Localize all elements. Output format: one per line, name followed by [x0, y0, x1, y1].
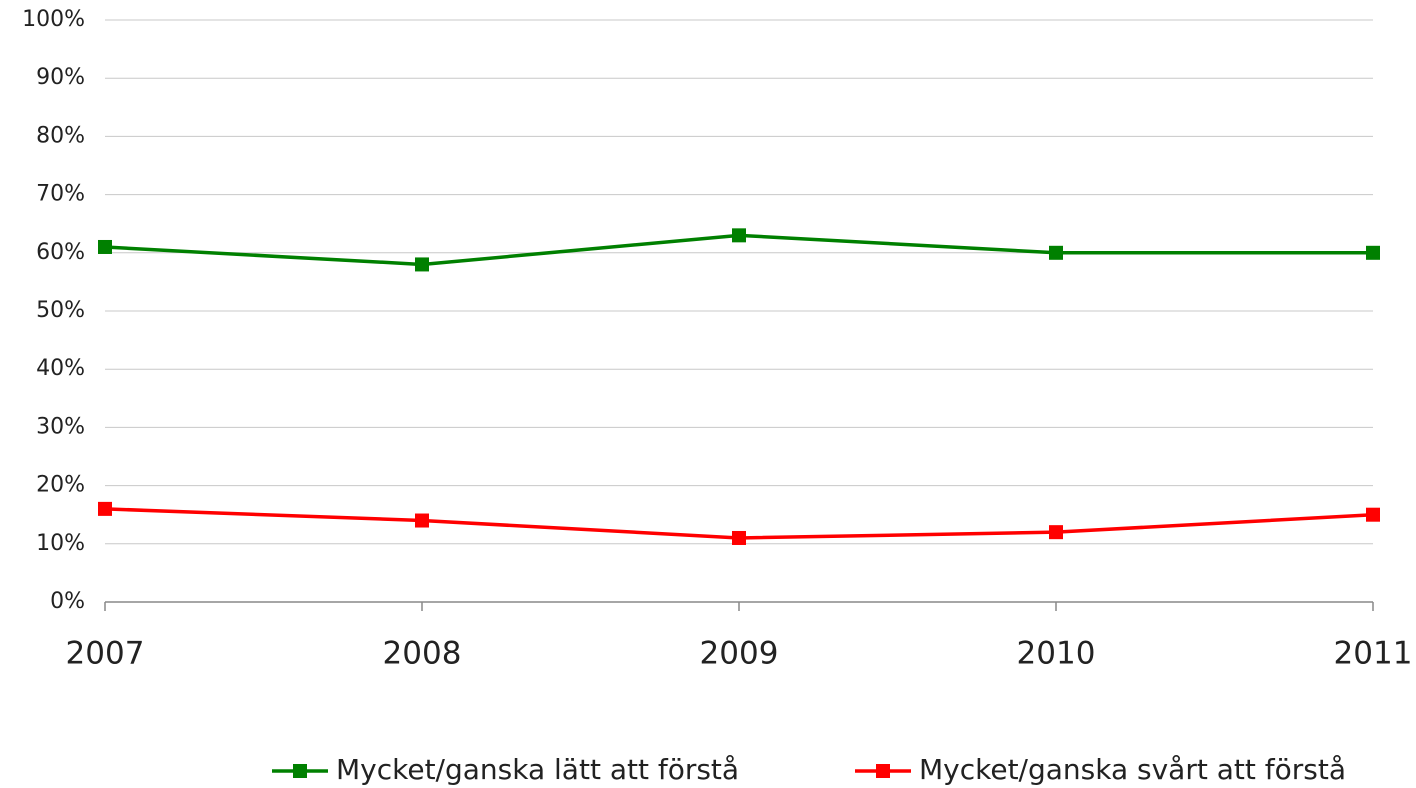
x-tick-label: 2011 [1334, 636, 1413, 672]
marker [98, 239, 112, 254]
x-tick-label: 2010 [1017, 636, 1096, 672]
y-tick-label: 60% [36, 240, 85, 265]
marker [732, 530, 746, 545]
marker [732, 228, 746, 243]
marker [415, 513, 429, 528]
y-tick-label: 10% [36, 531, 85, 556]
y-tick-label: 20% [36, 473, 85, 498]
legend-marker [293, 764, 307, 778]
y-tick-label: 0% [50, 589, 85, 614]
legend-label: Mycket/ganska lätt att förstå [336, 753, 739, 786]
legend-marker [876, 764, 890, 778]
marker [98, 501, 112, 516]
marker [415, 257, 429, 272]
y-tick-label: 50% [36, 298, 85, 323]
marker [1049, 525, 1063, 540]
x-tick-label: 2008 [383, 636, 462, 672]
y-tick-label: 90% [36, 65, 85, 90]
y-tick-label: 70% [36, 182, 85, 207]
y-tick-label: 100% [22, 7, 85, 32]
y-tick-label: 30% [36, 414, 85, 439]
legend-label: Mycket/ganska svårt att förstå [919, 753, 1346, 786]
x-tick-label: 2007 [66, 636, 145, 672]
y-tick-label: 40% [36, 356, 85, 381]
marker [1366, 507, 1380, 522]
marker [1049, 245, 1063, 260]
x-tick-label: 2009 [700, 636, 779, 672]
marker [1366, 245, 1380, 260]
y-tick-label: 80% [36, 123, 85, 148]
